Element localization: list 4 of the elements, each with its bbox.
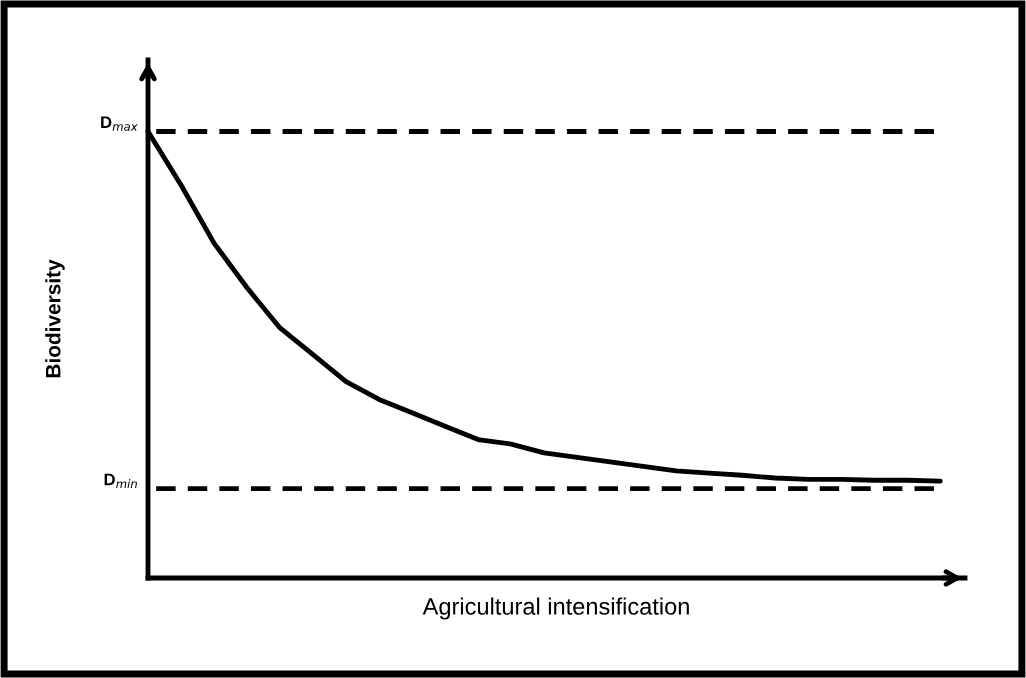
ref-line-label: D$_{min}$ [104, 473, 137, 488]
ref-line-label: D$_{max}$ [101, 116, 138, 131]
x-axis-title: Agricultural intensification [422, 597, 689, 620]
y-axis-title: Biodiversity [45, 259, 65, 378]
